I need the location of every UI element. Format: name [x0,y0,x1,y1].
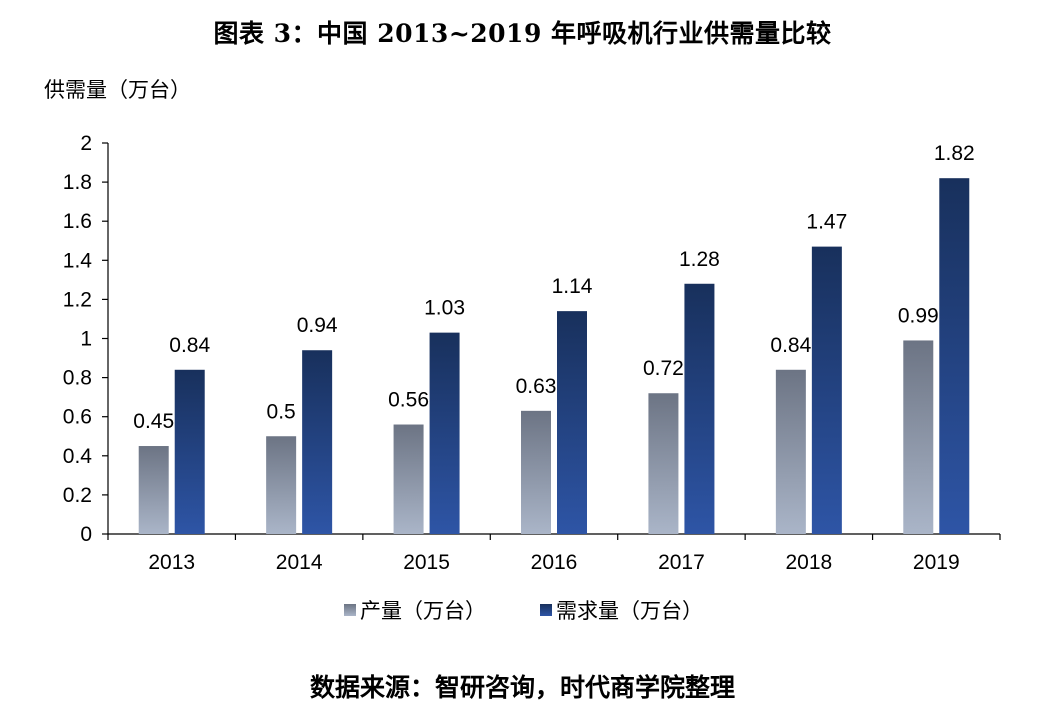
y-tick-label: 1.6 [63,210,92,233]
bar-production [138,446,169,534]
data-label: 0.72 [643,357,684,380]
bar-production [775,369,806,534]
data-label: 1.03 [424,297,465,320]
legend-item-demand-label: 需求量（万台） [556,599,703,623]
bar-demand [811,246,842,535]
y-tick-label: 1.8 [63,171,92,194]
y-tick-label: 0.8 [63,367,92,390]
legend: 产量（万台） 需求量（万台） [344,599,703,623]
bar-demand [684,283,715,534]
bar-demand [174,369,205,534]
y-tick-label: 0.6 [63,406,92,429]
bar-production [393,424,424,534]
data-label: 1.14 [552,275,593,298]
chart-title: 图表 3：中国 2013~2019 年呼吸机行业供需量比较 [213,19,832,48]
data-label: 0.5 [267,400,296,423]
x-tick-label: 2014 [276,551,323,574]
bar-demand [557,311,587,534]
data-label: 0.84 [770,334,811,357]
bar-production [521,410,551,534]
y-tick-label: 1 [80,328,92,351]
legend-item-production-swatch [344,604,356,616]
data-label: 1.82 [934,142,975,165]
data-label: 1.47 [806,211,847,234]
bar-production [266,436,297,534]
bar-production [903,340,934,534]
x-tick-label: 2017 [658,551,705,574]
bars-group: 0.45 0.84 0.5 0.94 0.56 1.03 0.63 1.14 0.72 1.28 0… [133,142,975,535]
source-note: 数据来源：智研咨询，时代商学院整理 [309,673,735,702]
y-tick-label: 0 [80,523,92,546]
bar-demand [302,350,333,534]
x-tick-label: 2018 [785,551,832,574]
y-axis-label: 供需量（万台） [44,78,191,102]
data-label: 0.94 [297,314,338,337]
legend-item-demand-swatch [540,604,552,616]
x-tick-label: 2013 [148,551,195,574]
bar-demand [939,178,970,534]
y-tick-label: 0.4 [63,445,93,468]
x-tick-label: 2015 [403,551,450,574]
data-label: 0.99 [898,304,939,327]
x-tick-label: 2016 [531,551,578,574]
data-label: 0.45 [133,410,174,433]
bar-production [648,393,679,534]
bar-demand [429,332,460,534]
y-tick-label: 1.4 [63,249,93,272]
y-tick-label: 2 [80,132,92,155]
data-label: 1.28 [679,248,720,271]
legend-item-production-label: 产量（万台） [360,599,486,623]
data-label: 0.56 [388,389,429,412]
x-tick-label: 2019 [913,551,960,574]
data-label: 0.84 [169,334,210,357]
y-tick-label: 0.2 [63,484,92,507]
y-tick-label: 1.2 [63,288,92,311]
data-label: 0.63 [516,375,557,398]
